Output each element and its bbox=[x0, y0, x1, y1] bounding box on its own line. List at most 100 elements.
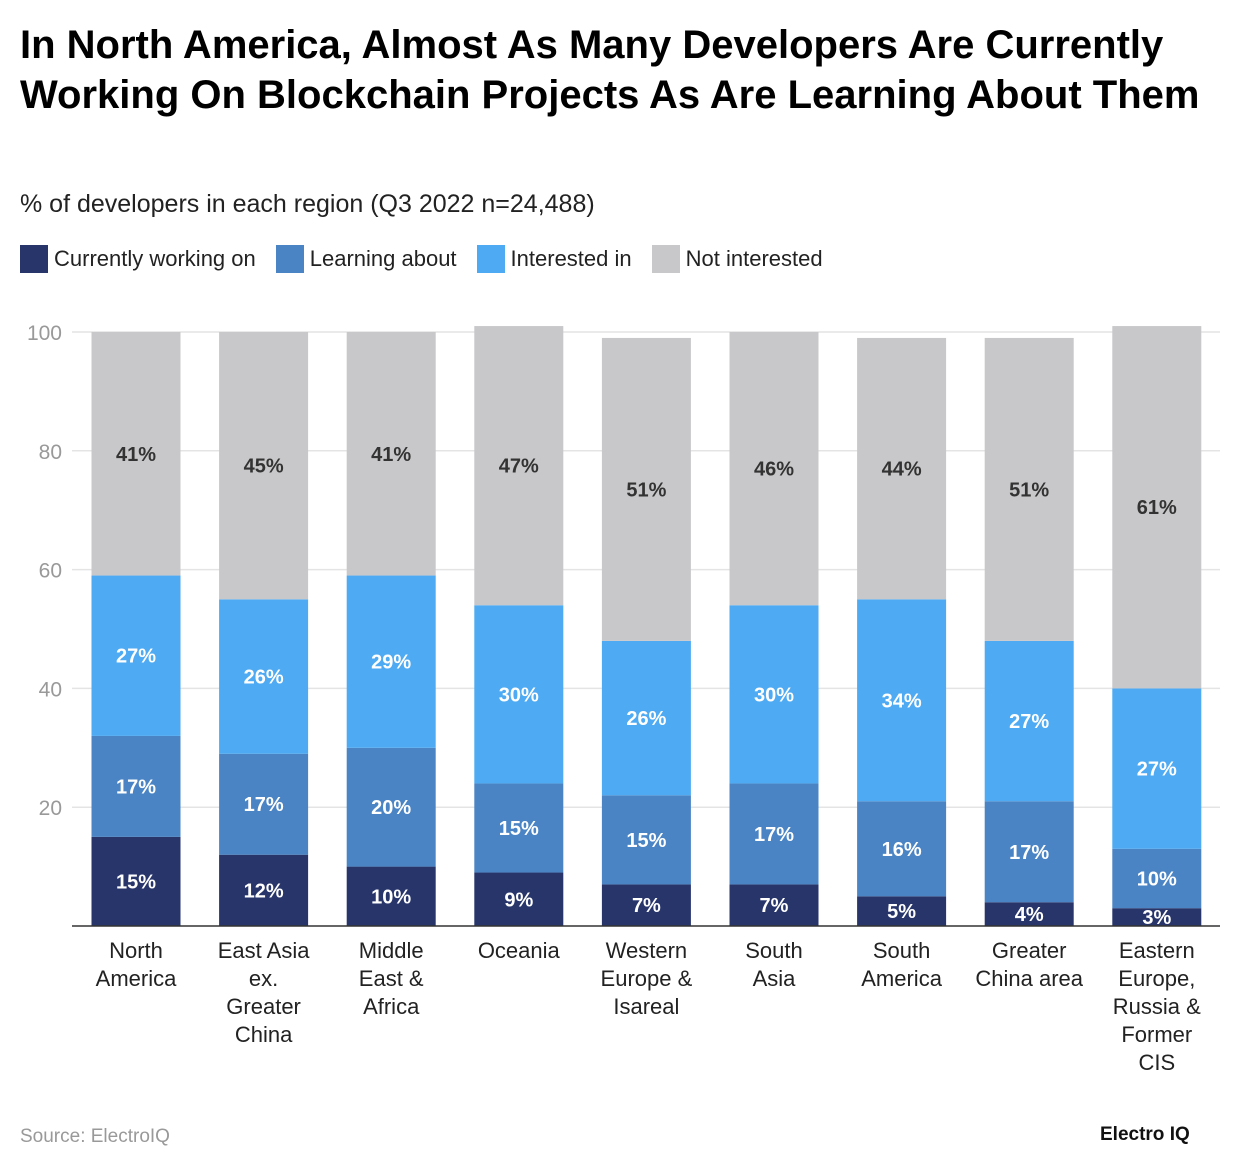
data-label: 5% bbox=[887, 901, 916, 923]
bar-segment bbox=[474, 605, 564, 784]
data-label: 26% bbox=[244, 667, 284, 689]
data-label: 30% bbox=[754, 684, 794, 706]
bar-segment bbox=[474, 783, 564, 873]
bar-segment bbox=[857, 599, 947, 802]
bar-segment bbox=[857, 896, 947, 926]
bar-segment bbox=[601, 337, 691, 641]
data-label: 27% bbox=[1009, 711, 1049, 733]
data-label: 9% bbox=[504, 889, 533, 911]
x-tick-label: Former bbox=[1121, 1022, 1192, 1047]
chart-subtitle: % of developers in each region (Q3 2022 … bbox=[20, 190, 595, 218]
legend-swatch bbox=[651, 245, 680, 273]
x-tick-label: Africa bbox=[363, 994, 420, 1019]
data-label: 3% bbox=[1142, 907, 1171, 929]
data-label: 15% bbox=[116, 871, 156, 893]
x-tick-label: Isareal bbox=[613, 994, 679, 1019]
bar-segment bbox=[219, 332, 309, 600]
data-label: 47% bbox=[499, 456, 539, 478]
x-tick-label: Greater bbox=[226, 994, 301, 1019]
data-label: 30% bbox=[499, 684, 539, 706]
x-tick-label: CIS bbox=[1138, 1050, 1175, 1075]
data-label: 10% bbox=[1137, 868, 1177, 890]
bar-segment bbox=[984, 640, 1074, 802]
bar-segment bbox=[91, 575, 181, 736]
data-label: 10% bbox=[371, 886, 411, 908]
x-tick-label: Europe & bbox=[601, 966, 693, 991]
data-label: 15% bbox=[499, 818, 539, 840]
x-tick-label: America bbox=[96, 966, 177, 991]
bar-segment bbox=[91, 332, 181, 576]
data-label: 17% bbox=[754, 824, 794, 846]
x-tick-label: Asia bbox=[753, 966, 797, 991]
data-label: 17% bbox=[1009, 842, 1049, 864]
data-label: 51% bbox=[1009, 479, 1049, 501]
data-label: 41% bbox=[116, 444, 156, 466]
data-label: 7% bbox=[632, 895, 661, 917]
x-tick-label: China bbox=[235, 1022, 293, 1047]
bar-segment bbox=[91, 735, 181, 837]
legend-item: Not interested bbox=[651, 245, 823, 273]
legend-item: Learning about bbox=[275, 245, 457, 273]
legend-swatch bbox=[275, 245, 304, 273]
bar-segment bbox=[984, 801, 1074, 903]
y-tick-label: 100 bbox=[27, 322, 62, 345]
source-note: Source: ElectroIQ bbox=[20, 1126, 170, 1147]
data-label: 27% bbox=[116, 646, 156, 668]
x-tick-label: North bbox=[109, 938, 163, 963]
bar-segment bbox=[1112, 326, 1202, 689]
x-tick-label: Oceania bbox=[478, 938, 561, 963]
x-tick-label: America bbox=[861, 966, 942, 991]
data-label: 27% bbox=[1137, 759, 1177, 781]
bar-segment bbox=[219, 854, 309, 926]
bar-segment bbox=[729, 884, 819, 926]
y-tick-label: 80 bbox=[39, 441, 62, 464]
data-label: 20% bbox=[371, 797, 411, 819]
data-label: 4% bbox=[1015, 904, 1044, 926]
legend-label: Currently working on bbox=[54, 246, 256, 271]
legend: Currently working on Learning about Intere… bbox=[20, 245, 823, 273]
data-label: 29% bbox=[371, 652, 411, 674]
bar-segment bbox=[346, 332, 436, 576]
data-label: 16% bbox=[882, 839, 922, 861]
x-tick-label: Middle bbox=[359, 938, 424, 963]
bar-segment bbox=[984, 337, 1074, 641]
data-label: 41% bbox=[371, 444, 411, 466]
x-tick-label: China area bbox=[975, 966, 1083, 991]
legend-swatch bbox=[476, 245, 505, 273]
x-tick-label: Europe, bbox=[1118, 966, 1195, 991]
bar-segment bbox=[601, 884, 691, 926]
bar-segment bbox=[729, 605, 819, 784]
data-label: 45% bbox=[244, 456, 284, 478]
data-label: 7% bbox=[760, 895, 789, 917]
bar-segment bbox=[346, 575, 436, 748]
bar-segment bbox=[346, 866, 436, 926]
x-tick-label: East & bbox=[359, 966, 424, 991]
bar-segment bbox=[346, 747, 436, 867]
legend-label: Learning about bbox=[309, 246, 457, 271]
y-tick-label: 20 bbox=[39, 797, 62, 820]
x-tick-label: South bbox=[873, 938, 931, 963]
legend-item: Currently working on bbox=[20, 245, 256, 273]
y-tick-label: 60 bbox=[39, 560, 62, 583]
legend-label: Not interested bbox=[685, 246, 823, 271]
brand-logo: Electro IQ bbox=[1100, 1124, 1190, 1145]
bar-segment bbox=[1112, 688, 1202, 849]
chart-title: In North America, Almost As Many Develop… bbox=[20, 23, 1200, 117]
bar-segment bbox=[984, 902, 1074, 926]
bar-segment bbox=[219, 753, 309, 855]
bar-segment bbox=[601, 795, 691, 885]
data-label: 44% bbox=[882, 459, 922, 481]
data-label: 17% bbox=[116, 776, 156, 798]
bar-segment bbox=[219, 599, 309, 754]
bar-segment bbox=[729, 783, 819, 885]
data-label: 34% bbox=[882, 690, 922, 712]
x-tick-label: South bbox=[745, 938, 803, 963]
legend-item: Interested in bbox=[476, 245, 632, 273]
x-tick-label: East Asia bbox=[218, 938, 310, 963]
bar-segment bbox=[474, 872, 564, 926]
data-label: 12% bbox=[244, 880, 284, 902]
x-tick-label: ex. bbox=[249, 966, 278, 991]
bar-segment bbox=[601, 640, 691, 796]
x-tick-label: Greater bbox=[992, 938, 1067, 963]
data-label: 46% bbox=[754, 459, 794, 481]
